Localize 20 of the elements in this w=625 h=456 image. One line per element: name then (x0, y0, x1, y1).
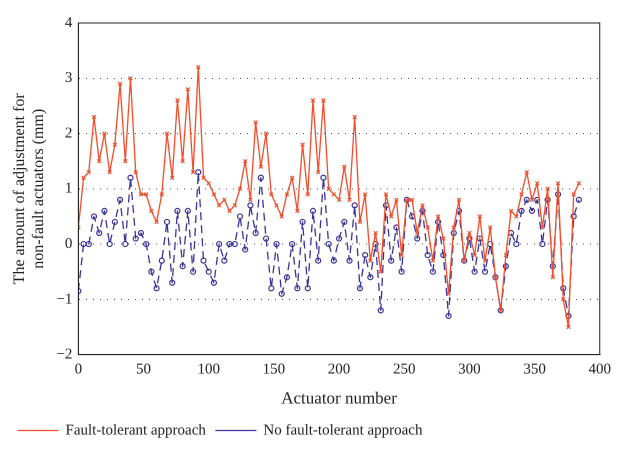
y-tick-label: −1 (56, 291, 72, 308)
x-tick-label: 0 (74, 362, 82, 378)
x-axis-title: Actuator number (281, 388, 398, 408)
x-tick-label: 200 (328, 362, 350, 378)
x-tick-label: 250 (392, 362, 416, 378)
y-tick-label: −2 (56, 346, 72, 363)
x-tick-label: 400 (588, 362, 611, 378)
legend-label: Fault-tolerant approach (66, 422, 206, 438)
y-tick-label: 2 (64, 125, 72, 142)
y-tick-label: 3 (64, 70, 72, 86)
x-tick-label: 50 (136, 362, 152, 378)
x-tick-label: 350 (523, 362, 546, 378)
y-tick-label: 0 (64, 236, 72, 252)
legend-label: No fault-tolerant approach (263, 422, 423, 438)
x-tick-label: 150 (262, 362, 286, 378)
y-tick-label: 4 (64, 14, 73, 31)
y-tick-label: 1 (64, 180, 72, 197)
x-tick-label: 100 (197, 362, 220, 378)
y-axis-title: The amount of adjustment for non-fault actuators (mm) (10, 92, 48, 284)
x-tick-label: 300 (458, 362, 481, 378)
